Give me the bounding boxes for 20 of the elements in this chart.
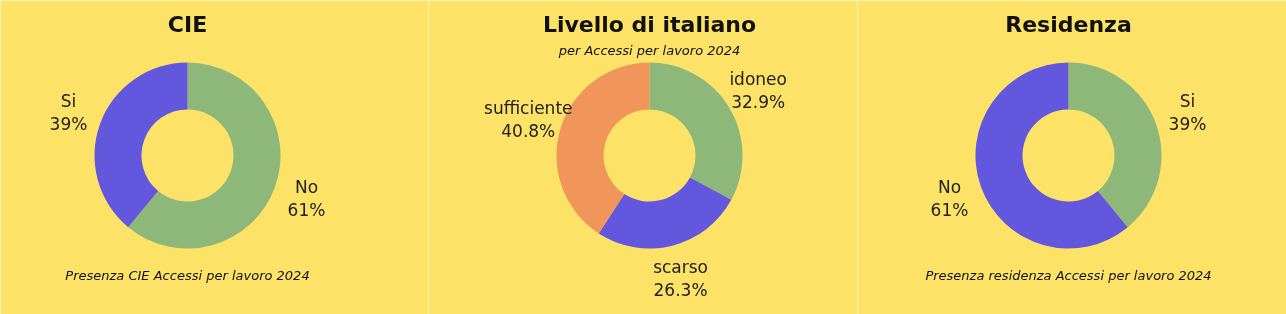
data-label: 40.8%: [501, 120, 556, 141]
data-label: 39%: [49, 114, 88, 135]
slice-label: idoneo: [729, 69, 787, 90]
chart-title: Residenza: [1005, 12, 1132, 37]
data-label: 32.9%: [731, 92, 786, 113]
data-label: 61%: [930, 199, 969, 220]
slice-label: Si: [1179, 91, 1196, 112]
data-label: 61%: [287, 199, 326, 220]
slice-label: sufficiente: [484, 97, 573, 118]
chart-title: Livello di italiano: [542, 12, 757, 37]
text: Presenza CIE Accessi per lavoro 2024: [65, 268, 310, 283]
slice-label: scarso: [653, 256, 709, 277]
data-label: 39%: [1168, 114, 1207, 135]
slice-label: No: [294, 176, 319, 197]
chart-subtitle: per Accessi per lavoro 2024: [557, 43, 741, 58]
slice-label: No: [937, 176, 962, 197]
chart-title: CIE: [167, 12, 208, 37]
text: Presenza residenza Accessi per lavoro 2024: [925, 268, 1212, 283]
data-label: 26.3%: [653, 279, 708, 300]
slice-label: Si: [60, 91, 77, 112]
